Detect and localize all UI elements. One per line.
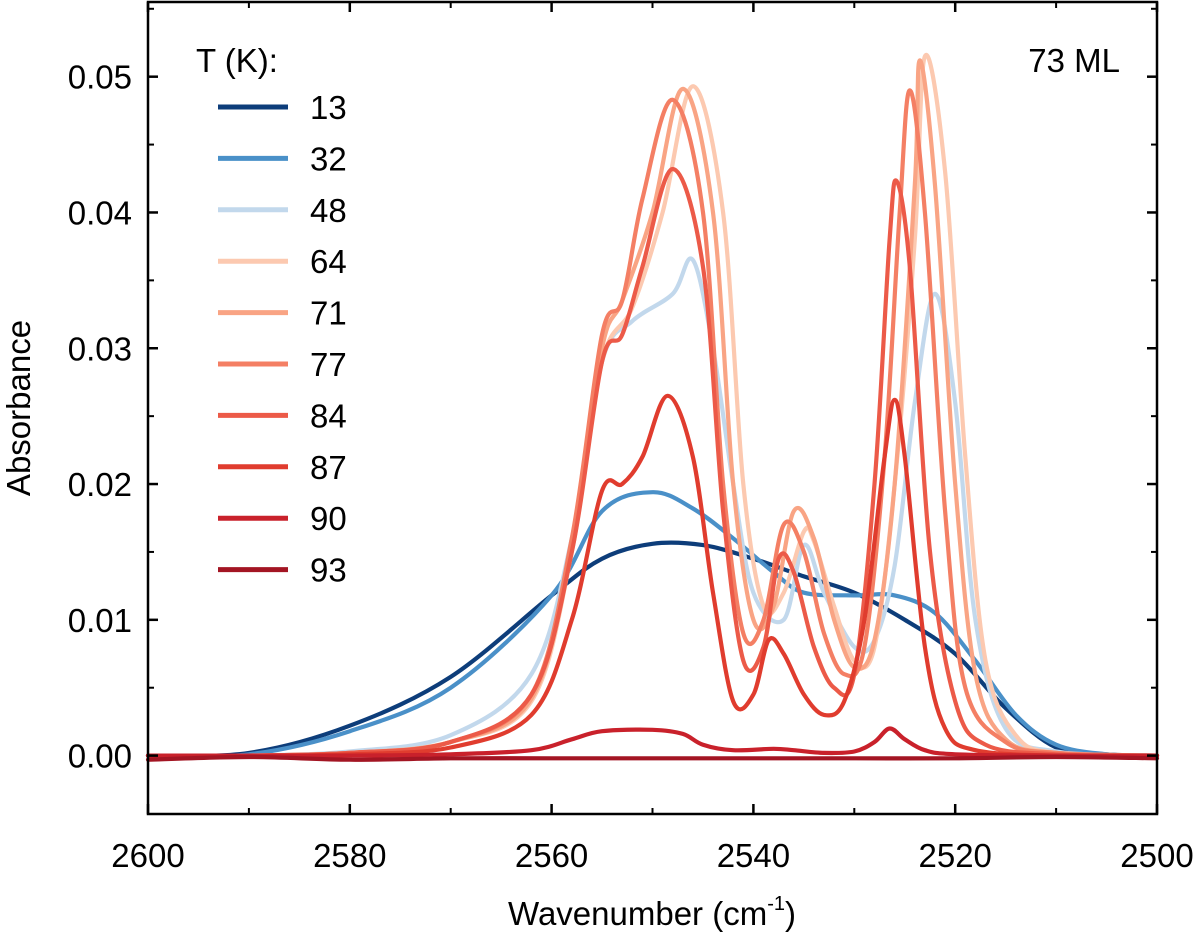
- x-axis-ticks: 2600 2580 2560 2540 2520 2500: [111, 2, 1194, 874]
- plot-frame: [146, 0, 1159, 816]
- legend-label-13k: 13: [310, 89, 347, 126]
- y-axis-ticks: 0.00 0.01 0.02 0.03 0.04 0.05: [68, 7, 1157, 775]
- x-tick-label: 2500: [1120, 837, 1193, 874]
- x-tick-label: 2580: [313, 837, 386, 874]
- y-tick-label: 0.04: [68, 194, 132, 231]
- legend-label-84k: 84: [310, 397, 347, 434]
- x-axis-title-main: Wavenumber (cm: [508, 895, 767, 932]
- x-axis-title: Wavenumber (cm-1): [508, 893, 796, 932]
- legend-label-71k: 71: [310, 295, 347, 332]
- legend-title: T (K):: [196, 42, 278, 79]
- plot-lines: [145, 52, 1160, 762]
- annotation-73-ml: 73 ML: [1028, 42, 1120, 79]
- x-tick-label: 2540: [717, 837, 790, 874]
- series-line-13k: [145, 540, 1160, 759]
- legend: T (K): 13 32 48 64 71 77 84 87 90 93: [196, 42, 347, 589]
- legend-label-93k: 93: [310, 552, 347, 589]
- x-axis-title-sup: -1: [767, 893, 785, 915]
- legend-label-32k: 32: [310, 140, 347, 177]
- legend-label-64k: 64: [310, 243, 347, 280]
- series-line-93k: [145, 754, 1160, 762]
- y-tick-label: 0.01: [68, 602, 132, 639]
- series-line-48k: [145, 256, 1160, 759]
- legend-label-90k: 90: [310, 500, 347, 537]
- series-line-87k: [145, 393, 1160, 759]
- legend-label-48k: 48: [310, 192, 347, 229]
- y-tick-label: 0.02: [68, 466, 132, 503]
- x-axis-title-end: ): [785, 895, 796, 932]
- y-tick-label: 0.00: [68, 738, 132, 775]
- series-line-71k: [145, 58, 1160, 758]
- series-line-84k: [145, 166, 1160, 758]
- x-tick-label: 2600: [111, 837, 184, 874]
- x-tick-label: 2520: [918, 837, 991, 874]
- series-line-32k: [145, 490, 1160, 759]
- y-tick-label: 0.05: [68, 59, 132, 96]
- y-axis-title: Absorbance: [0, 320, 37, 496]
- series-line-90k: [145, 726, 1160, 758]
- legend-label-77k: 77: [310, 346, 347, 383]
- legend-label-87k: 87: [310, 449, 347, 486]
- y-tick-label: 0.03: [68, 330, 132, 367]
- x-tick-label: 2560: [515, 837, 588, 874]
